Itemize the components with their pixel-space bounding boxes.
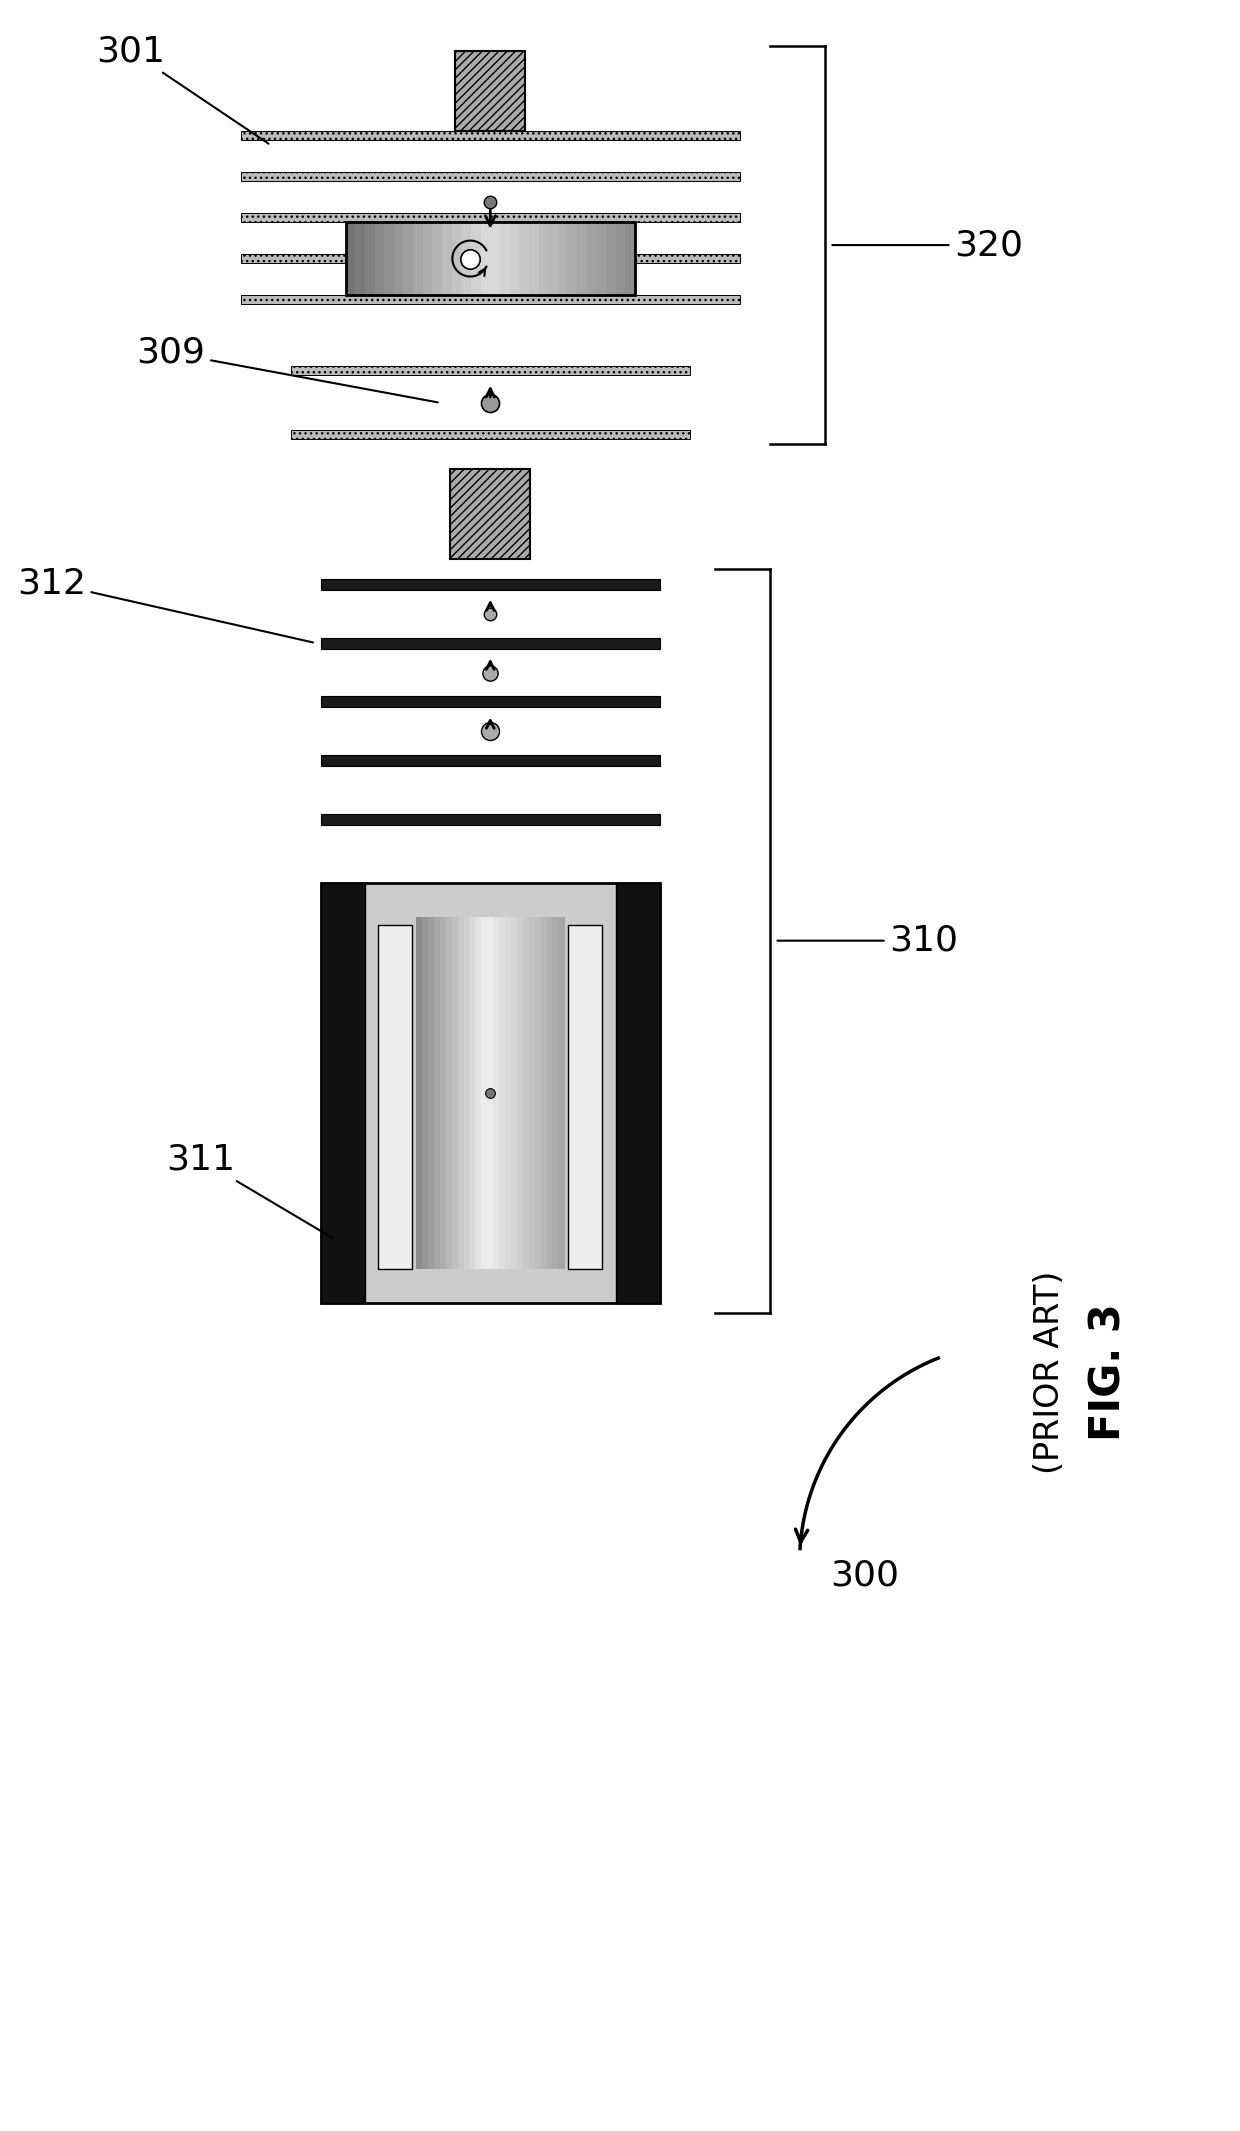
Bar [505,916,512,1270]
Bar [510,222,520,294]
Bar [423,222,433,294]
Text: 312: 312 [17,567,312,641]
Bar [356,222,366,294]
Bar [450,469,531,558]
Bar [455,51,526,132]
Bar [290,367,689,375]
Bar [321,882,660,1302]
Bar [548,222,558,294]
Bar [290,430,689,439]
Bar [558,222,568,294]
Bar [470,916,476,1270]
Bar [553,916,559,1270]
Bar [346,222,356,294]
Bar [523,916,529,1270]
Bar [494,916,500,1270]
Bar [321,637,660,648]
Bar [625,222,635,294]
Bar [538,222,548,294]
Bar [616,222,626,294]
Bar [475,916,482,1270]
Bar [321,697,660,707]
Bar [422,916,429,1270]
Bar [534,916,541,1270]
Bar [446,916,453,1270]
Bar [577,222,588,294]
Bar [241,254,740,262]
Bar [511,916,517,1270]
Bar [346,222,635,294]
Bar [529,222,539,294]
Bar [241,132,740,141]
Text: 320: 320 [832,228,1023,262]
Bar [451,222,461,294]
Bar [440,916,446,1270]
Bar [520,222,529,294]
Bar [596,222,606,294]
Bar [434,916,440,1270]
Bar [433,222,443,294]
Bar [321,580,660,590]
Bar [417,916,423,1270]
Bar [568,222,578,294]
Bar [558,916,565,1270]
Bar [528,916,536,1270]
Bar [500,916,506,1270]
Bar [378,925,412,1270]
Bar [321,814,660,825]
Bar [606,222,616,294]
Bar [384,222,394,294]
Text: (PRIOR ART): (PRIOR ART) [1033,1270,1065,1475]
Bar [461,222,471,294]
Bar [241,173,740,181]
Bar [428,916,434,1270]
Bar [490,222,501,294]
Bar [321,754,660,767]
Bar [394,222,404,294]
Bar [443,222,453,294]
Bar [374,222,384,294]
Bar [413,222,423,294]
Bar [481,916,487,1270]
Text: 311: 311 [166,1142,334,1238]
Text: 300: 300 [830,1558,899,1592]
Bar [487,916,494,1270]
Text: 310: 310 [777,923,959,957]
Bar [500,222,510,294]
Bar [471,222,481,294]
Text: 309: 309 [136,337,438,403]
Bar [547,916,553,1270]
Bar [587,222,596,294]
Bar [241,213,740,222]
Bar [451,916,459,1270]
Bar [517,916,523,1270]
Bar [481,222,491,294]
Bar [616,882,660,1302]
Bar [241,294,740,305]
Text: 301: 301 [97,34,269,143]
Bar [464,916,470,1270]
Bar [365,222,374,294]
Bar [458,916,464,1270]
Text: FIG. 3: FIG. 3 [1087,1304,1130,1441]
Bar [321,882,365,1302]
Bar [403,222,414,294]
Bar [568,925,603,1270]
Bar [541,916,547,1270]
